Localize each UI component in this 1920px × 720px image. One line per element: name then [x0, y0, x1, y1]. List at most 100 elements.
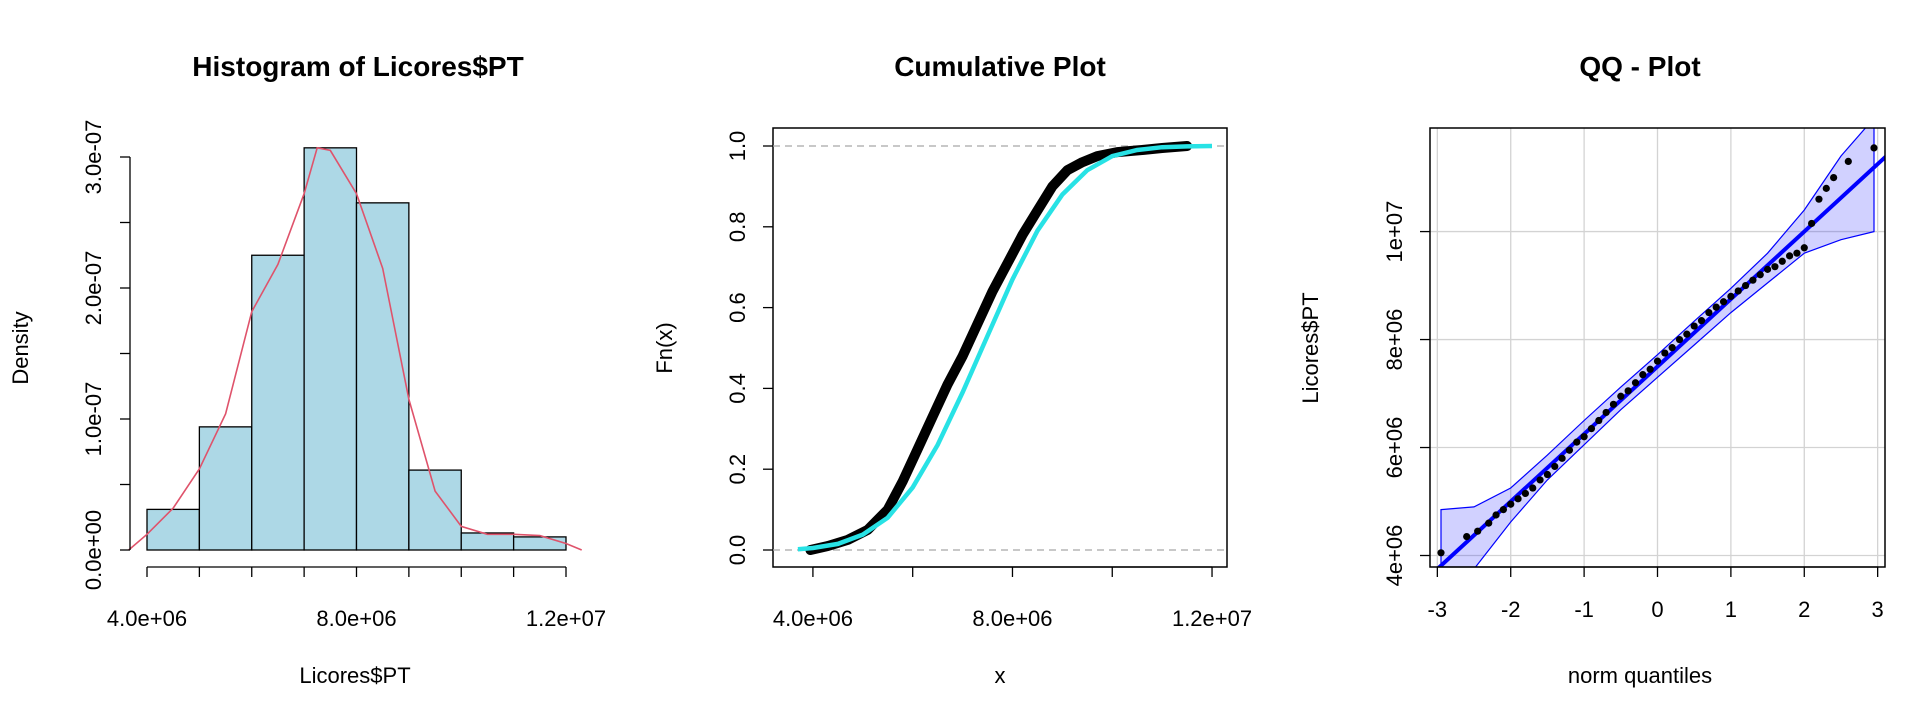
histogram-y-axis-label: Density — [8, 311, 33, 384]
histogram-x-tick-label: 4.0e+06 — [107, 606, 187, 631]
qq-point — [1844, 157, 1852, 165]
histogram-title: Histogram of Licores$PT — [192, 51, 523, 82]
qq-point — [1558, 454, 1566, 462]
histogram-y-tick-label: 1.0e-07 — [81, 382, 106, 457]
qq-point — [1734, 287, 1742, 295]
qq-point — [1499, 506, 1507, 514]
qq-point — [1830, 173, 1838, 182]
qq-point — [1771, 263, 1779, 271]
qq-point — [1785, 252, 1794, 260]
qq-x-tick-label: -3 — [1428, 597, 1448, 622]
qq-confidence-band — [1440, 128, 1875, 567]
qq-point — [1705, 308, 1713, 317]
qq-point — [1631, 379, 1640, 387]
qq-point — [1437, 549, 1445, 557]
qq-x-tick-label: -1 — [1574, 597, 1594, 622]
qq-point — [1793, 249, 1801, 257]
qq-x-tick-label: 2 — [1798, 597, 1810, 622]
qq-point — [1587, 425, 1596, 433]
qq-point — [1870, 144, 1878, 152]
cumulative-y-tick-label: 0.8 — [725, 212, 750, 243]
histogram-bar — [146, 508, 201, 551]
qq-point — [1646, 365, 1654, 373]
cumulative-fitted-curve — [797, 143, 1213, 552]
histogram-y-axis: 0.0e+00 1.0e-07 2.0e-07 3.0e-07 — [81, 120, 131, 590]
histogram-x-axis-label: Licores$PT — [299, 663, 410, 688]
qq-point — [1521, 489, 1530, 498]
qq-point — [1719, 298, 1728, 306]
qq-x-tick-label: 1 — [1725, 597, 1737, 622]
qq-point — [1675, 335, 1684, 344]
histogram-bar — [408, 469, 462, 551]
qq-points — [1437, 144, 1878, 557]
qq-point — [1683, 330, 1691, 338]
qq-point — [1507, 500, 1515, 508]
cumulative-y-tick-label: 0.2 — [725, 454, 750, 485]
histogram-bar — [355, 202, 410, 551]
cumulative-panel: Cumulative Plot x Fn(x) 4.0e+06 8.0e+06 1.… — [652, 51, 1252, 688]
qq-point — [1741, 281, 1750, 290]
qq-y-tick-label: 1e+07 — [1382, 201, 1407, 263]
qq-x-tick-label: -2 — [1501, 597, 1521, 622]
qq-x-axis-label: norm quantiles — [1568, 663, 1712, 688]
histogram-y-tick-label: 2.0e-07 — [81, 251, 106, 326]
histogram-bar — [251, 254, 305, 551]
qq-point — [1822, 184, 1830, 192]
qq-title: QQ - Plot — [1579, 51, 1700, 82]
histogram-x-tick-label: 1.2e+07 — [526, 606, 606, 631]
qq-point — [1763, 265, 1772, 273]
qq-point — [1565, 446, 1574, 454]
qq-y-axis: 4e+06 6e+06 8e+06 1e+07 — [1382, 201, 1430, 587]
qq-point — [1602, 408, 1610, 417]
cumulative-title: Cumulative Plot — [894, 51, 1106, 82]
cumulative-y-tick-label: 0.6 — [725, 292, 750, 323]
qq-point — [1808, 219, 1816, 228]
qq-y-axis-label: Licores$PT — [1298, 292, 1323, 403]
qq-panel: QQ - Plot norm quantiles Licores$PT -3 -2… — [1298, 51, 1886, 688]
histogram-y-tick-label: 3.0e-07 — [81, 120, 106, 195]
qq-point — [1712, 303, 1720, 311]
qq-y-tick-label: 6e+06 — [1382, 417, 1407, 479]
qq-point — [1529, 484, 1537, 492]
qq-point — [1492, 511, 1500, 519]
qq-point — [1573, 438, 1581, 446]
qq-point — [1536, 476, 1544, 484]
cumulative-x-axis-label: x — [995, 663, 1006, 688]
cumulative-y-tick-label: 0.4 — [725, 373, 750, 404]
qq-point — [1756, 271, 1764, 279]
qq-grid — [1430, 128, 1885, 567]
qq-point — [1485, 519, 1493, 527]
qq-point — [1727, 292, 1735, 300]
cumulative-y-tick-label: 1.0 — [725, 131, 750, 162]
qq-point — [1749, 276, 1757, 284]
cumulative-ecdf-line — [805, 141, 1193, 555]
qq-point — [1639, 371, 1647, 379]
cumulative-y-tick-label: 0.0 — [725, 535, 750, 566]
histogram-density-curve — [128, 146, 583, 551]
qq-plot-content — [1436, 128, 1885, 567]
qq-point — [1543, 470, 1552, 479]
histogram-x-axis: 4.0e+06 8.0e+06 1.2e+07 — [107, 566, 606, 631]
qq-point — [1609, 400, 1618, 408]
histogram-y-tick-label: 0.0e+00 — [81, 510, 106, 590]
qq-point — [1624, 387, 1632, 395]
histogram-bar — [512, 536, 567, 551]
qq-x-tick-label: 0 — [1651, 597, 1663, 622]
histogram-bar — [460, 532, 515, 551]
histogram-panel: Histogram of Licores$PT Licores$PT Densi… — [8, 51, 606, 688]
qq-point — [1617, 392, 1625, 400]
cumulative-reference-lines — [773, 145, 1227, 551]
histogram-x-tick-label: 8.0e+06 — [316, 606, 396, 631]
qq-point — [1800, 244, 1808, 252]
cumulative-y-axis-label: Fn(x) — [652, 322, 677, 373]
qq-point — [1815, 195, 1823, 203]
qq-point — [1580, 433, 1588, 441]
histogram-bar — [198, 426, 253, 551]
qq-y-tick-label: 4e+06 — [1382, 525, 1407, 587]
qq-x-axis: -3 -2 -1 0 1 2 3 — [1428, 566, 1884, 622]
qq-point — [1463, 533, 1471, 541]
cumulative-x-axis: 4.0e+06 8.0e+06 1.2e+07 — [773, 566, 1252, 631]
qq-point — [1653, 357, 1662, 365]
qq-point — [1514, 495, 1522, 503]
